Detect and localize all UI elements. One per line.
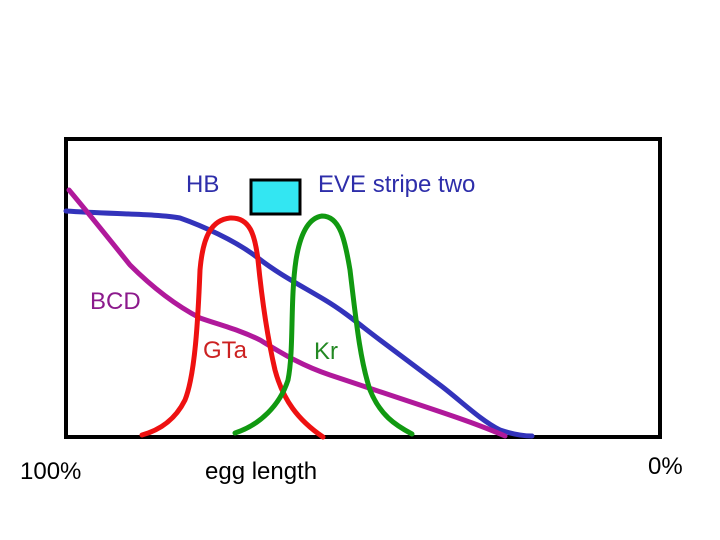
kr-curve: [232, 213, 415, 437]
gta-curve: [139, 215, 326, 440]
x-left-label: 100%: [20, 458, 81, 485]
kr-label: Kr: [314, 338, 338, 365]
plot-frame: [64, 137, 662, 439]
eve-stripe-box: [249, 178, 302, 216]
eve-label: EVE stripe two: [318, 171, 475, 198]
hb-label: HB: [186, 171, 219, 198]
x-right-label: 0%: [648, 453, 683, 480]
bcd-curve: [66, 187, 508, 439]
hb-curve: [63, 208, 535, 439]
gta-label: GTa: [203, 337, 248, 364]
bcd-label: BCD: [90, 288, 141, 315]
x-axis-label: egg length: [205, 458, 317, 485]
